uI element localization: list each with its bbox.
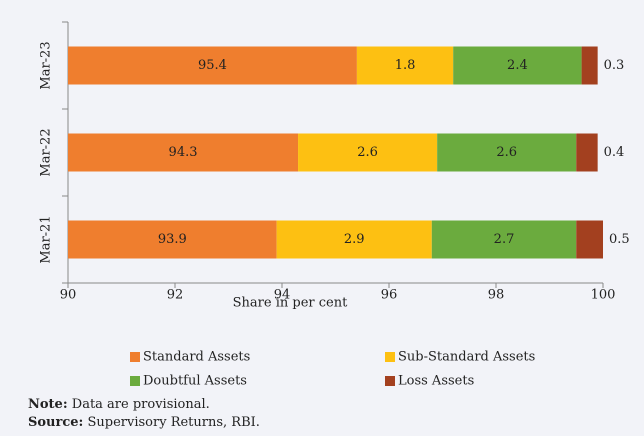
data-label: 94.3	[169, 145, 198, 160]
bar-segment	[68, 46, 357, 85]
bar-segment	[431, 220, 577, 259]
data-label: 0.3	[604, 58, 625, 73]
data-label: 95.4	[198, 58, 227, 73]
y-tick-label: Mar-23	[39, 41, 54, 89]
bar-segment	[437, 133, 577, 172]
x-tick-label: 90	[60, 288, 77, 303]
data-label: 2.7	[494, 232, 515, 247]
data-label: 2.6	[496, 145, 517, 160]
y-tick-label: Mar-21	[39, 215, 54, 263]
note-text: Data are provisional.	[72, 397, 210, 412]
legend-label: Loss Assets	[398, 374, 474, 389]
data-label: 2.4	[507, 58, 528, 73]
data-label: 2.6	[357, 145, 378, 160]
data-label: 1.8	[395, 58, 416, 73]
legend-label: Doubtful Assets	[143, 374, 247, 389]
legend-swatch	[130, 352, 140, 362]
bar-segment	[356, 46, 454, 85]
x-tick-label: 98	[488, 288, 505, 303]
legend-swatch	[385, 376, 395, 386]
source: Source: Supervisory Returns, RBI.	[28, 415, 260, 430]
x-axis-label: Share in per cent	[233, 296, 348, 311]
legend-label: Standard Assets	[143, 350, 250, 365]
x-tick-label: 96	[381, 288, 398, 303]
data-label: 0.5	[609, 232, 630, 247]
bar-segment	[581, 46, 598, 85]
bar-segment	[576, 220, 603, 259]
note: Note: Data are provisional.	[28, 397, 210, 412]
legend-swatch	[130, 376, 140, 386]
data-label: 2.9	[344, 232, 365, 247]
data-label: 0.4	[604, 145, 625, 160]
x-tick-label: 92	[167, 288, 184, 303]
y-tick-label: Mar-22	[39, 128, 54, 176]
note-label: Note:	[28, 397, 68, 412]
legend-label: Sub-Standard Assets	[398, 350, 535, 365]
bar-segment	[68, 133, 299, 172]
bar-segment	[298, 133, 438, 172]
bar-segment	[453, 46, 582, 85]
bar-segment	[576, 133, 598, 172]
bar-segment	[68, 220, 277, 259]
legend-swatch	[385, 352, 395, 362]
x-tick-label: 94	[274, 288, 291, 303]
source-text: Supervisory Returns, RBI.	[88, 415, 260, 430]
x-tick-label: 100	[591, 288, 616, 303]
source-label: Source:	[28, 415, 83, 430]
bar-segment	[276, 220, 432, 259]
data-label: 93.9	[158, 232, 187, 247]
